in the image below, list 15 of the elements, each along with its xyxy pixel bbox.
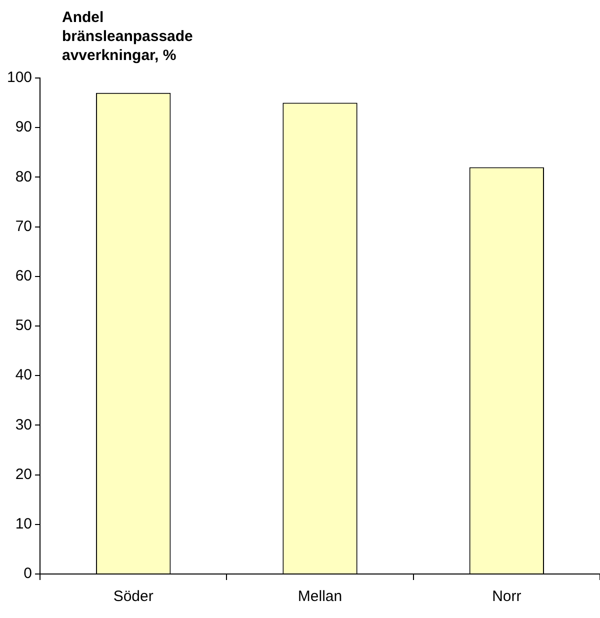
y-tick-label: 90 [15, 118, 32, 136]
y-tick-label: 80 [15, 168, 32, 186]
y-tick-label: 30 [15, 416, 32, 434]
y-tick-label: 40 [15, 366, 32, 384]
y-tick-label: 10 [15, 516, 32, 533]
x-tick-label: Söder [113, 588, 154, 606]
y-tick-label: 0 [24, 565, 32, 582]
y-axis-title: Andel bränsleanpassade avverkningar, % [62, 8, 194, 65]
x-tick-label: Norr [492, 588, 522, 606]
y-tick-label: 100 [6, 69, 32, 86]
x-tick-label: Mellan [298, 588, 342, 606]
y-tick-label: 70 [15, 218, 32, 235]
y-tick-label: 60 [15, 268, 32, 285]
y-tick-label: 50 [15, 317, 32, 334]
y-tick-label: 20 [15, 466, 32, 483]
